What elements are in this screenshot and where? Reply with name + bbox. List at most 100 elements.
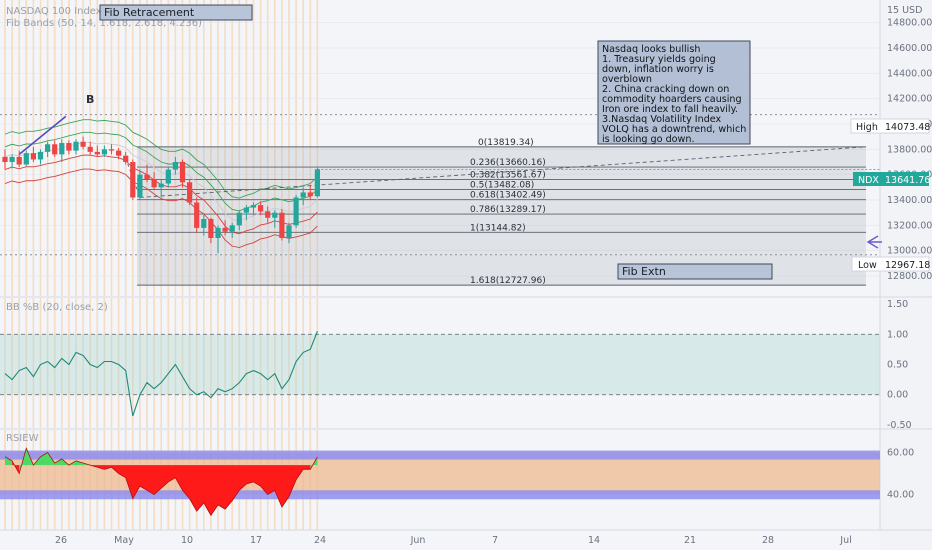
candle-body (272, 212, 278, 218)
time-tick-label: 10 (181, 535, 193, 546)
price-tick-label: 13400.00 (887, 195, 932, 206)
time-tick-label: May (114, 535, 134, 546)
candle-body (236, 212, 242, 226)
candle-body (66, 143, 72, 151)
candle-body (158, 183, 164, 188)
candle-body (94, 151, 100, 155)
wave-label-b: B (86, 93, 94, 106)
rsi-lower-band (0, 490, 880, 500)
candle-body (279, 212, 285, 238)
candle-body (87, 146, 93, 152)
note-line: 1. Treasury yields going (602, 54, 716, 65)
rsi-line (4, 447, 318, 517)
candle-body (215, 227, 221, 238)
symbol-title: NASDAQ 100 Index, 4 (6, 6, 114, 17)
bb-tick-label: 0.00 (887, 390, 908, 401)
candle-body (243, 207, 249, 213)
bb-tick-label: 0.50 (887, 360, 908, 371)
candle-body (30, 153, 36, 160)
low-badge (851, 256, 930, 272)
time-tick-label: 14 (588, 535, 600, 546)
candle-body (300, 192, 306, 198)
candle-body (59, 143, 65, 155)
fib-level-label: 0.382(13561.67) (470, 171, 546, 181)
candle-body (172, 162, 178, 170)
fib-retracement-box[interactable] (99, 4, 253, 21)
candle-body (80, 141, 86, 147)
note-line: Nasdaq looks bullish (602, 44, 700, 55)
ndx-value: 13641.76 (885, 175, 930, 186)
candle-body (165, 169, 171, 184)
fib-level-label: 0.5(13482.08) (470, 181, 534, 191)
note-line: 2. China cracking down on (602, 84, 729, 95)
candle-body (307, 192, 313, 197)
candle-body (179, 162, 186, 183)
time-tick-label: 28 (762, 535, 774, 546)
bb-tick-label: 1.00 (887, 329, 908, 340)
fib-band-lower-outer (4, 168, 318, 249)
candle-body (45, 144, 51, 152)
fib-level-label: 0.236(13660.16) (470, 158, 546, 168)
note-line: overblown (602, 74, 652, 85)
note-line: is looking go down. (602, 134, 695, 145)
fib-region (137, 146, 866, 286)
candle-body (144, 174, 150, 180)
fib-retracement-label: Fib Retracement (104, 6, 195, 19)
high-label: High (856, 122, 878, 133)
candle-body (52, 144, 58, 155)
fib-extn-label: Fib Extn (622, 265, 666, 278)
candle-body (250, 205, 257, 208)
candle-body (73, 141, 79, 151)
bb-band-fill (0, 334, 880, 395)
candle-body (130, 162, 136, 198)
candle-body (137, 174, 143, 198)
currency-label: 15 USD (887, 5, 922, 16)
time-tick-label: Jun (410, 535, 426, 546)
candle-body (201, 219, 207, 228)
candle-body (116, 150, 122, 156)
candle-body (108, 149, 115, 151)
note-line: VOLQ has a downtrend, which (602, 124, 746, 135)
rsi-tick-label: 60.00 (887, 448, 914, 459)
high-value: 14073.48 (885, 122, 930, 133)
candle-body (123, 155, 129, 162)
price-tick-label: 13000.00 (887, 246, 932, 257)
bb-tick-label: 1.50 (887, 299, 908, 310)
note-box[interactable] (597, 40, 751, 145)
price-axis-background (880, 0, 932, 550)
price-tick-label: 14200.00 (887, 94, 932, 105)
time-tick-label: 17 (250, 535, 262, 546)
fib-level-label: 1.618(12727.96) (470, 276, 546, 286)
candle-body (208, 219, 214, 238)
note-line: 3.Nasdaq Volatility Index (602, 114, 722, 125)
ndx-badge (853, 172, 929, 186)
candle-body (187, 182, 193, 203)
candle-body (314, 169, 320, 197)
bb-tick-label: -0.50 (887, 420, 912, 431)
fib-band-upper-outer (4, 119, 318, 199)
low-value: 12967.18 (885, 260, 930, 271)
time-tick-label: 21 (684, 535, 696, 546)
candle-body (229, 225, 235, 232)
candle-body (16, 156, 22, 165)
candle-body (258, 205, 264, 212)
time-tick-label: 24 (314, 535, 326, 546)
price-tick-label: 14600.00 (887, 43, 932, 54)
candle-body (23, 153, 29, 165)
candle-body (37, 151, 44, 160)
note-line: commodity hoarders causing (602, 94, 742, 105)
time-tick-label: 26 (55, 535, 67, 546)
note-line: Iron ore index to fall heavily. (602, 104, 738, 115)
time-tick-label: Jul (839, 535, 851, 546)
arrow-left-icon[interactable] (866, 235, 882, 249)
candle-body (2, 156, 8, 162)
high-badge (850, 118, 930, 134)
candle-body (151, 179, 157, 188)
rsi-title: RSIEW (6, 433, 39, 444)
candle-body (286, 225, 292, 238)
price-tick-label: 14800.00 (887, 18, 932, 29)
candle-body (293, 197, 299, 226)
fib-extn-box[interactable] (617, 263, 773, 280)
